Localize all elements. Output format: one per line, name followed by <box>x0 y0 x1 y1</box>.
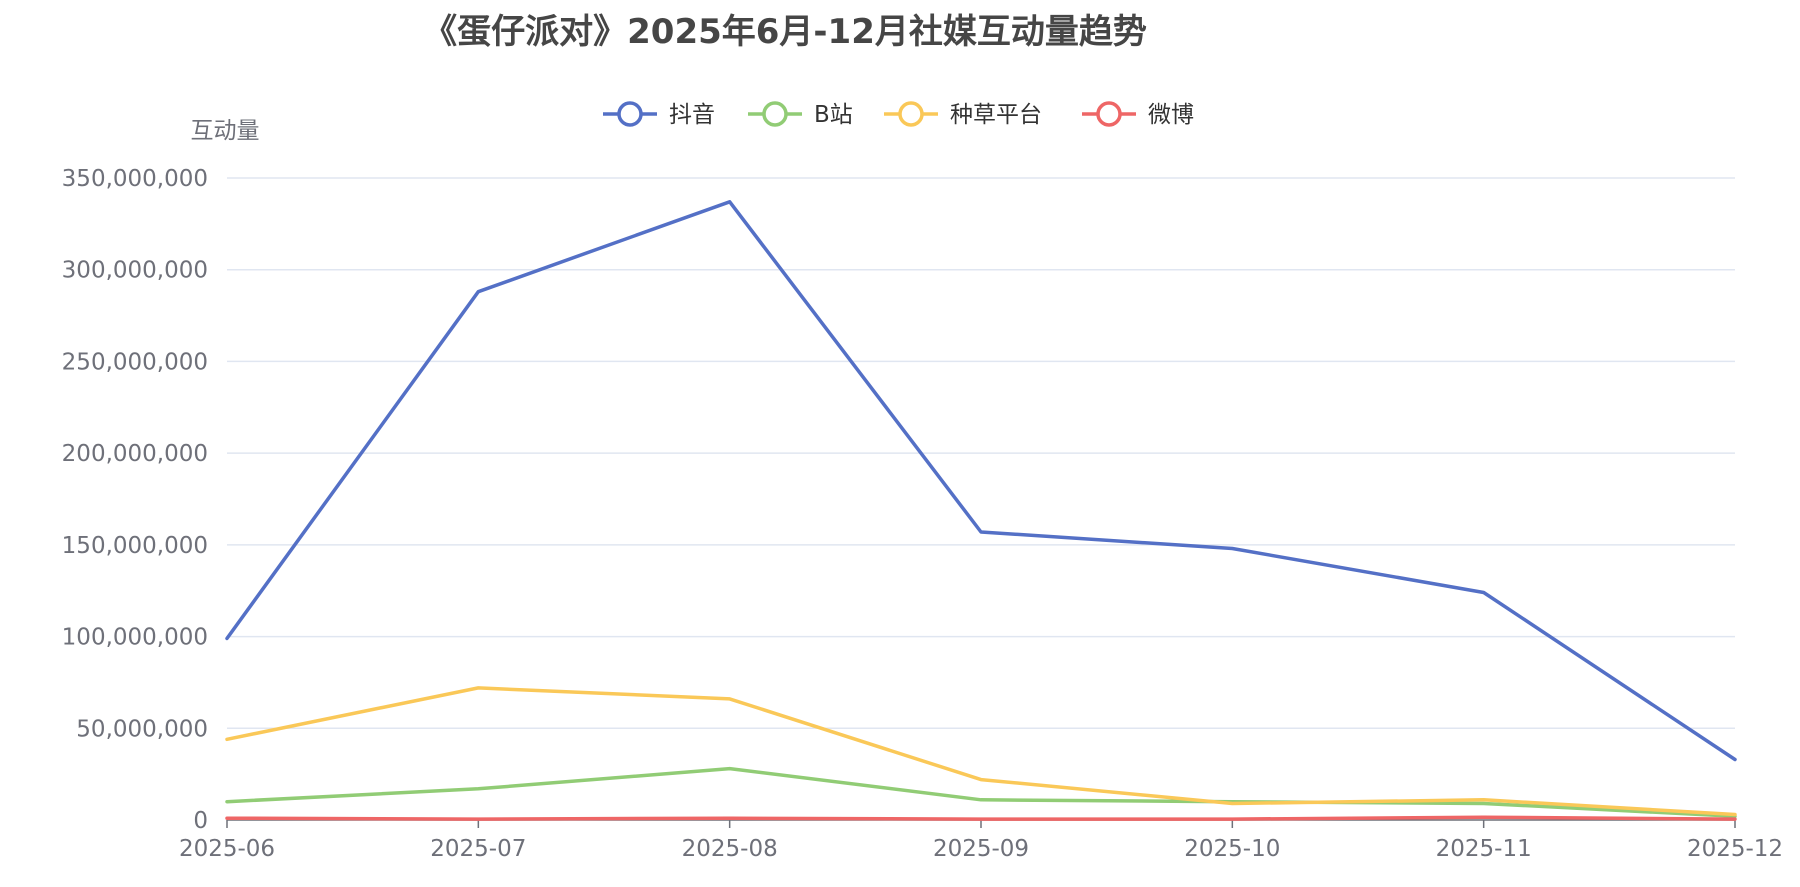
series-line-1 <box>225 200 1737 762</box>
legend-item-2[interactable]: B站 <box>748 101 853 128</box>
chart-title: 《蛋仔派对》2025年6月-12月社媒互动量趋势 <box>423 12 1147 52</box>
legend-label: 抖音 <box>669 102 715 128</box>
x-tick-label: 2025-07 <box>430 836 526 862</box>
legend-item-1[interactable]: 抖音 <box>603 101 715 128</box>
y-tick-label: 0 <box>193 808 208 834</box>
y-tick-label: 50,000,000 <box>76 716 208 742</box>
legend-label: 种草平台 <box>950 102 1042 128</box>
x-tick-label: 2025-12 <box>1687 836 1783 862</box>
legend-label: B站 <box>814 102 853 128</box>
y-tick-label: 350,000,000 <box>62 166 208 192</box>
x-tick-label: 2025-06 <box>179 836 275 862</box>
y-axis: 0 50,000,000 100,000,000 150,000,000 200,000… <box>62 166 208 834</box>
y-tick-label: 200,000,000 <box>62 441 208 467</box>
x-tick-label: 2025-09 <box>933 836 1029 862</box>
y-axis-title: 互动量 <box>191 118 260 144</box>
legend-label: 微博 <box>1148 102 1194 128</box>
x-tick-label: 2025-11 <box>1436 836 1532 862</box>
series-line-3 <box>225 686 1737 817</box>
y-tick-label: 150,000,000 <box>62 533 208 559</box>
series-line-4 <box>225 815 1737 821</box>
x-tick-label: 2025-08 <box>682 836 778 862</box>
series-lines <box>225 200 1737 821</box>
legend-circle-icon <box>898 101 924 127</box>
grid-lines <box>227 177 1735 730</box>
x-axis: 2025-06 2025-07 2025-08 2025-09 2025-10 2025-… <box>179 819 1783 862</box>
legend[interactable]: 抖音 B站 种草平台 微博 <box>603 101 1194 128</box>
legend-circle-icon <box>1096 101 1122 127</box>
legend-circle-icon <box>617 101 643 127</box>
legend-item-4[interactable]: 微博 <box>1082 101 1194 128</box>
y-tick-label: 300,000,000 <box>62 258 208 284</box>
y-tick-label: 100,000,000 <box>62 625 208 651</box>
legend-circle-icon <box>762 101 788 127</box>
y-tick-label: 250,000,000 <box>62 349 208 375</box>
series-line-2 <box>225 766 1737 819</box>
legend-item-3[interactable]: 种草平台 <box>884 101 1042 128</box>
x-tick-label: 2025-10 <box>1184 836 1280 862</box>
